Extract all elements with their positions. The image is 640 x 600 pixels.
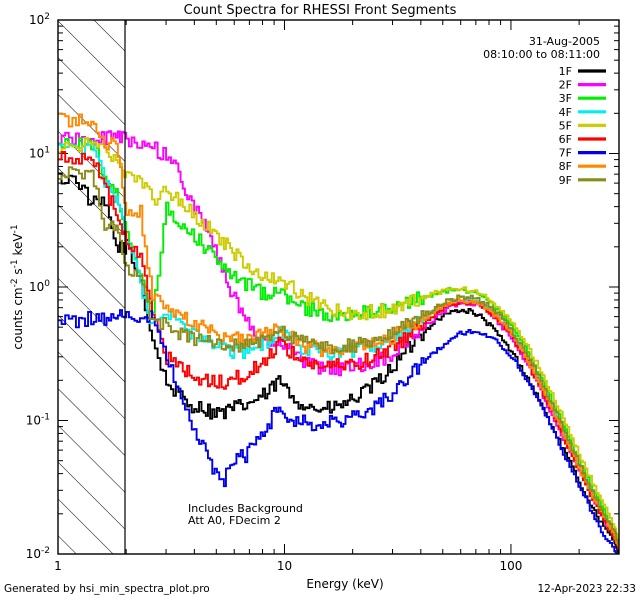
legend-label-9F: 9F	[559, 174, 572, 187]
y-axis-label-p1: counts cm	[11, 287, 25, 349]
legend-label-1F: 1F	[559, 65, 572, 78]
y-tick-label: 10-1	[26, 413, 50, 428]
svg-text:counts cm-2 s-1 keV-1: counts cm-2 s-1 keV-1	[10, 224, 25, 349]
x-tick-label: 100	[499, 559, 522, 573]
y-tick-label: 10-2	[26, 546, 50, 561]
x-tick-label: 1	[54, 559, 62, 573]
footer-generator: Generated by hsi_min_spectra_plot.pro	[4, 583, 210, 595]
y-axis-label-p3: keV	[11, 233, 25, 260]
spectra-curves	[58, 112, 619, 554]
x-tick-label: 10	[277, 559, 292, 573]
legend-label-3F: 3F	[559, 92, 572, 105]
legend-label-2F: 2F	[559, 79, 572, 92]
y-tick-labels: 102 101 100 10-1 10-2	[26, 12, 51, 561]
y-axis-label-e3: -1	[10, 224, 20, 233]
footer-timestamp: 12-Apr-2023 22:33	[537, 583, 636, 595]
x-tick-labels: 1 10 100	[54, 559, 522, 573]
y-tick-label: 100	[29, 279, 50, 294]
y-axis-label-p2: s	[11, 268, 25, 278]
annotation-attenuator: Att A0, FDecim 2	[188, 514, 281, 527]
y-axis-label-e1: -2	[10, 278, 20, 287]
y-tick-label: 101	[29, 146, 50, 161]
spectrum-line-9F	[58, 166, 619, 546]
page-title: Count Spectra for RHESSI Front Segments	[184, 3, 457, 18]
spectrum-line-7F	[58, 309, 618, 554]
plot-frame	[57, 19, 620, 555]
observation-time-range: 08:10:00 to 08:11:00	[483, 48, 600, 61]
hatched-region	[58, 20, 125, 554]
observation-date: 31-Aug-2005	[529, 35, 600, 48]
x-axis-label: Energy (keV)	[306, 577, 383, 591]
legend-label-6F: 6F	[559, 133, 572, 146]
legend-label-5F: 5F	[559, 119, 572, 132]
spectrum-line-6F	[58, 151, 619, 550]
legend-label-7F: 7F	[559, 147, 572, 160]
legend-label-8F: 8F	[559, 160, 572, 173]
annotation-background: Includes Background	[188, 502, 303, 515]
axis-ticks	[57, 19, 620, 555]
y-tick-label: 102	[29, 12, 50, 27]
spectrum-line-5F	[58, 137, 619, 539]
y-axis-label-e2: -1	[10, 259, 20, 268]
y-axis-label: counts cm-2 s-1 keV-1	[10, 224, 25, 349]
legend-label-4F: 4F	[559, 106, 572, 119]
